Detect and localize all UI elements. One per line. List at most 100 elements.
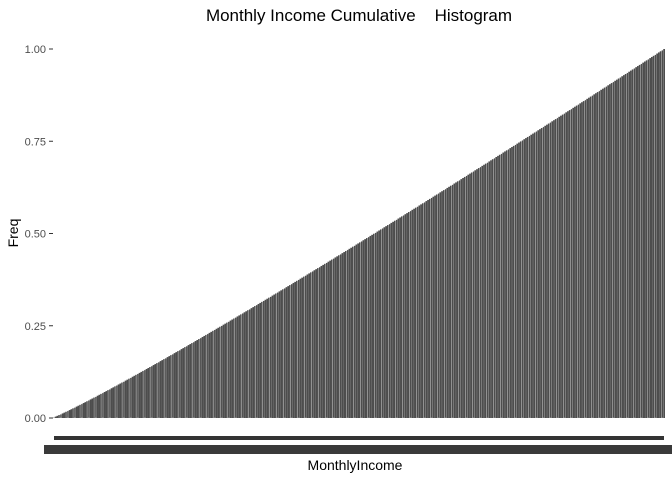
histogram-bar <box>77 405 80 418</box>
histogram-bar <box>362 240 365 418</box>
histogram-bar <box>184 347 186 418</box>
histogram-bar <box>575 105 578 418</box>
histogram-bar <box>488 161 491 418</box>
histogram-bar <box>626 72 629 419</box>
histogram-bar <box>400 216 403 418</box>
histogram-bar <box>259 302 262 418</box>
histogram-bar <box>350 247 353 418</box>
histogram-bar <box>406 213 408 418</box>
histogram-bar <box>584 99 587 419</box>
histogram-bar <box>79 404 81 418</box>
histogram-bar <box>374 232 377 419</box>
histogram-bar <box>352 246 354 418</box>
histogram-bar <box>199 337 202 419</box>
histogram-bar <box>359 242 361 418</box>
histogram-bar <box>212 330 214 418</box>
histogram-bar <box>243 312 246 418</box>
histogram-bar <box>124 380 127 418</box>
histogram-bar <box>364 239 366 418</box>
histogram-bar <box>390 222 393 418</box>
y-tick-label: 0.00 <box>25 413 46 425</box>
histogram-bar <box>82 403 85 418</box>
histogram-bar <box>101 392 104 419</box>
histogram-bar <box>257 303 260 418</box>
x-axis-tick-labels <box>44 436 672 454</box>
histogram-bar <box>313 270 316 418</box>
histogram-bar <box>388 223 391 419</box>
histogram-bar <box>329 260 332 418</box>
bars-group <box>52 49 665 419</box>
histogram-bar <box>147 367 150 418</box>
histogram-bar <box>607 85 610 419</box>
histogram-bar <box>233 318 235 418</box>
y-tick-label: 1.00 <box>25 44 46 56</box>
histogram-bar <box>254 306 256 418</box>
x-axis-title: MonthlyIncome <box>308 457 403 473</box>
histogram-bar <box>84 402 87 418</box>
histogram-bar <box>500 153 503 419</box>
y-axis: 0.00 0.25 0.50 0.75 1.00 <box>25 44 53 425</box>
histogram-bar <box>624 73 627 419</box>
histogram-bar <box>530 134 533 419</box>
histogram-bar <box>178 349 181 419</box>
histogram-bar <box>453 183 456 418</box>
histogram-bar <box>456 181 459 418</box>
histogram-bar <box>505 150 508 418</box>
histogram-bar <box>420 204 422 418</box>
histogram-bar <box>476 169 478 418</box>
histogram-bar <box>299 278 302 418</box>
x-tick-labels-band-upper <box>54 436 664 440</box>
histogram-bar <box>455 182 457 418</box>
histogram-bar <box>469 173 471 418</box>
histogram-bar <box>128 378 130 418</box>
histogram-bar <box>301 277 304 418</box>
histogram-bar <box>54 416 57 418</box>
histogram-bar <box>379 229 382 418</box>
histogram-bar <box>413 208 415 418</box>
histogram-bar <box>192 341 195 419</box>
histogram-bar <box>154 364 157 418</box>
histogram-bar <box>385 226 387 418</box>
histogram-bar <box>75 406 78 418</box>
histogram-bar <box>546 124 548 419</box>
histogram-bar <box>523 139 526 418</box>
histogram-bar <box>647 59 650 419</box>
histogram-bar <box>234 317 237 419</box>
histogram-bar <box>175 352 178 418</box>
histogram-bar <box>140 371 143 418</box>
histogram-bar <box>581 102 583 418</box>
histogram-bar <box>628 71 631 418</box>
histogram-bar <box>185 345 188 419</box>
histogram-bar <box>509 148 512 418</box>
histogram-bar <box>652 55 655 418</box>
histogram-bar <box>526 136 529 418</box>
histogram-bar <box>343 252 346 418</box>
histogram-bar <box>215 328 218 418</box>
histogram-bar <box>448 186 450 418</box>
histogram-bar <box>512 145 515 418</box>
histogram-bar <box>493 157 496 419</box>
histogram-bar <box>661 49 664 419</box>
histogram-bar <box>560 115 562 418</box>
histogram-bar <box>320 265 323 418</box>
histogram-bar <box>591 95 594 419</box>
histogram-bar <box>642 62 645 418</box>
histogram-bar <box>369 235 372 418</box>
histogram-bar <box>432 196 435 418</box>
histogram-bar <box>521 140 524 419</box>
histogram-bar <box>386 225 389 418</box>
histogram-bar <box>434 195 436 418</box>
histogram-bar <box>66 410 69 419</box>
histogram-bar <box>477 168 480 418</box>
y-tick-label: 0.50 <box>25 229 46 241</box>
histogram-bar <box>290 283 293 419</box>
histogram-bar <box>117 384 120 418</box>
histogram-bar <box>644 61 646 418</box>
histogram-bar <box>240 314 242 418</box>
histogram-bar <box>180 349 183 418</box>
histogram-bar <box>554 119 557 418</box>
histogram-bar <box>252 307 255 418</box>
histogram-bar <box>574 106 576 418</box>
histogram-bar <box>297 279 300 419</box>
histogram-bar <box>462 178 464 418</box>
